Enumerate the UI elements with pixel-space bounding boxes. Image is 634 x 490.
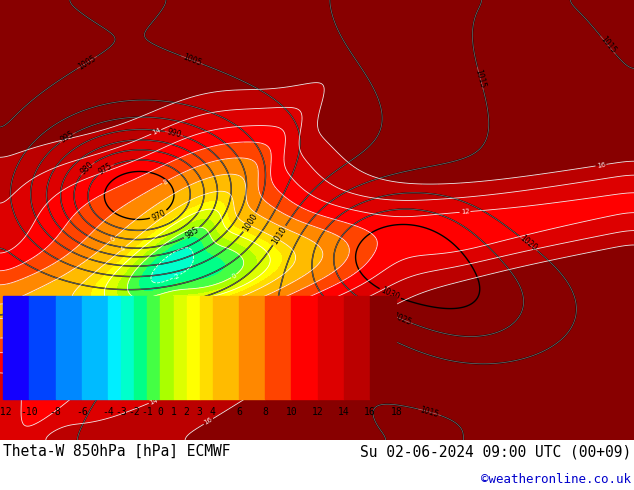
Text: 975: 975 — [97, 161, 114, 177]
Bar — [3, 296, 29, 399]
Text: 12: 12 — [460, 209, 470, 215]
Text: 6: 6 — [109, 235, 117, 243]
Text: -10: -10 — [20, 407, 38, 417]
Text: -2: -2 — [172, 272, 181, 281]
Text: 6: 6 — [236, 407, 242, 417]
Text: 1015: 1015 — [474, 68, 487, 89]
Text: ©weatheronline.co.uk: ©weatheronline.co.uk — [481, 473, 631, 486]
Bar — [265, 296, 292, 399]
Bar — [239, 296, 265, 399]
Bar — [174, 296, 186, 399]
Text: 1015: 1015 — [598, 35, 618, 55]
Text: Su 02-06-2024 09:00 UTC (00+09): Su 02-06-2024 09:00 UTC (00+09) — [359, 444, 631, 459]
Text: 8: 8 — [162, 178, 169, 185]
Bar — [213, 296, 239, 399]
Text: -8: -8 — [49, 407, 61, 417]
Text: -2: -2 — [128, 407, 140, 417]
Text: -1: -1 — [141, 407, 153, 417]
Bar — [29, 296, 56, 399]
Text: 985: 985 — [183, 225, 200, 241]
Text: Theta-W 850hPa [hPa] ECMWF: Theta-W 850hPa [hPa] ECMWF — [3, 444, 231, 459]
Bar — [318, 296, 344, 399]
Text: 10: 10 — [285, 407, 297, 417]
Text: 2: 2 — [184, 407, 190, 417]
Text: 1010: 1010 — [270, 225, 288, 246]
Text: 14: 14 — [151, 127, 162, 136]
Bar — [200, 296, 213, 399]
Text: 16: 16 — [596, 162, 606, 169]
Bar — [108, 296, 121, 399]
Text: 1025: 1025 — [391, 312, 412, 327]
Text: 1015: 1015 — [419, 405, 440, 419]
Bar — [147, 296, 160, 399]
Bar — [82, 296, 108, 399]
Text: 4: 4 — [119, 245, 127, 252]
Text: 18: 18 — [391, 407, 402, 417]
Text: 3: 3 — [197, 407, 203, 417]
Text: 1: 1 — [171, 407, 176, 417]
Text: 4: 4 — [210, 407, 216, 417]
Text: -12: -12 — [0, 407, 12, 417]
Bar — [292, 296, 318, 399]
Bar — [370, 296, 396, 399]
Bar — [121, 296, 134, 399]
Bar — [56, 296, 82, 399]
Bar — [134, 296, 147, 399]
Text: 14: 14 — [338, 407, 350, 417]
Bar — [160, 296, 174, 399]
Text: 12: 12 — [312, 407, 323, 417]
Text: -4: -4 — [102, 407, 114, 417]
Text: 995: 995 — [59, 130, 76, 145]
Text: 980: 980 — [79, 160, 96, 177]
Bar — [344, 296, 370, 399]
Text: 10: 10 — [294, 297, 304, 306]
Text: 1005: 1005 — [77, 53, 98, 72]
Text: 1005: 1005 — [181, 52, 202, 68]
Text: 16: 16 — [364, 407, 376, 417]
Text: 1020: 1020 — [518, 234, 539, 253]
Text: 16: 16 — [203, 416, 214, 426]
Text: 0: 0 — [157, 407, 164, 417]
Text: 970: 970 — [150, 208, 167, 222]
Text: -3: -3 — [115, 407, 127, 417]
Text: -6: -6 — [76, 407, 87, 417]
Text: 1030: 1030 — [379, 286, 401, 302]
Text: 2: 2 — [176, 297, 181, 304]
Text: 0: 0 — [230, 272, 237, 280]
Text: 12: 12 — [317, 299, 327, 308]
Text: 14: 14 — [148, 397, 159, 406]
Text: 1000: 1000 — [241, 212, 259, 233]
Text: 990: 990 — [166, 127, 182, 140]
Text: 8: 8 — [262, 407, 268, 417]
Bar — [186, 296, 200, 399]
